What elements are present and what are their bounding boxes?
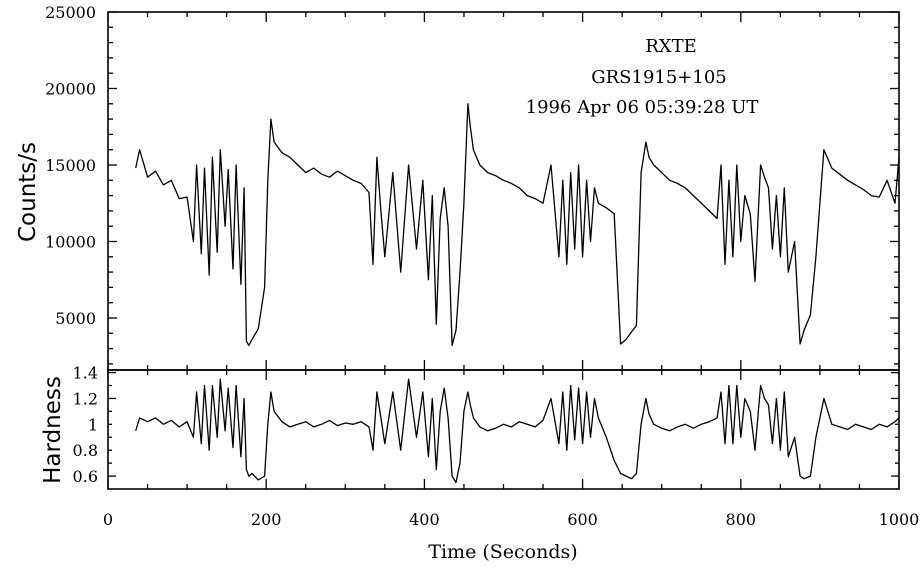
x-tick-label: 200: [251, 510, 282, 529]
x-tick-label: 400: [409, 510, 440, 529]
annotation-source: GRS1915+105: [591, 67, 727, 88]
x-tick-label: 0: [103, 510, 113, 529]
top-y-tick-label: 10000: [45, 232, 96, 251]
x-axis-label: Time (Seconds): [428, 541, 577, 563]
counts-series-line: [135, 103, 900, 347]
bottom-y-tick-label: 1.4: [73, 364, 98, 383]
bottom-panel-frame: [107, 369, 900, 490]
tick-labels: 5000 10000 15000 20000 25000 0.6 0.8 1 1.2 1.4 0 20…: [45, 3, 919, 529]
annotation-date: 1996 Apr 06 05:39:28 UT: [526, 97, 759, 118]
x-tick-label: 1000: [879, 510, 920, 529]
x-tick-label: 800: [726, 510, 757, 529]
top-y-tick-label: 20000: [45, 79, 96, 98]
top-y-tick-label: 15000: [45, 156, 96, 175]
hardness-series-line: [135, 378, 900, 484]
top-y-tick-label: 25000: [45, 3, 96, 22]
axis-ticks: [107, 11, 900, 489]
bottom-y-tick-label: 1.2: [73, 389, 98, 408]
top-y-tick-label: 5000: [55, 309, 96, 328]
bottom-y-tick-label: 1: [88, 415, 98, 434]
bottom-y-tick-label: 0.8: [73, 441, 98, 460]
annotation-mission: RXTE: [645, 36, 697, 57]
top-y-axis-label: Counts/s: [15, 142, 41, 242]
bottom-y-axis-label: Hardness: [40, 376, 66, 484]
bottom-y-tick-label: 0.6: [73, 467, 98, 486]
x-tick-label: 600: [567, 510, 598, 529]
